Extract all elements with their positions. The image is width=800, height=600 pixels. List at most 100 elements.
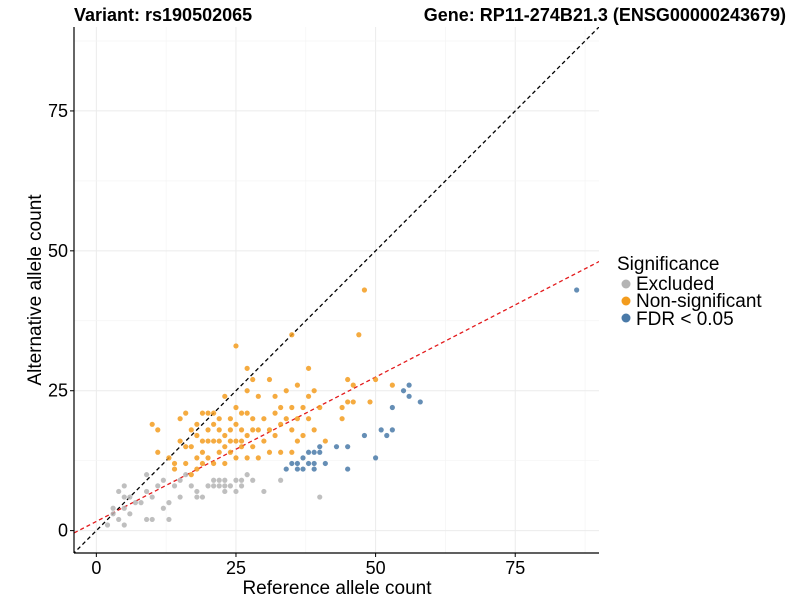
point-excluded bbox=[149, 516, 155, 523]
point-non-significant bbox=[361, 287, 368, 293]
point-non-significant bbox=[238, 427, 245, 433]
point-non-significant bbox=[283, 388, 289, 394]
point-excluded bbox=[155, 483, 161, 489]
point-excluded bbox=[121, 522, 127, 528]
point-non-significant bbox=[205, 455, 211, 461]
point-non-significant bbox=[255, 455, 261, 461]
point-fdr-0-05 bbox=[389, 427, 395, 433]
point-excluded bbox=[216, 477, 222, 483]
point-non-significant bbox=[155, 427, 161, 433]
point-fdr-0-05 bbox=[384, 432, 390, 439]
point-non-significant bbox=[211, 460, 217, 467]
point-excluded bbox=[222, 477, 228, 483]
point-non-significant bbox=[171, 460, 178, 467]
point-non-significant bbox=[300, 432, 306, 439]
point-non-significant bbox=[339, 404, 345, 411]
point-excluded bbox=[222, 483, 228, 489]
point-excluded bbox=[233, 488, 239, 495]
point-excluded bbox=[177, 477, 183, 483]
point-fdr-0-05 bbox=[289, 460, 295, 467]
point-non-significant bbox=[278, 421, 284, 427]
point-non-significant bbox=[183, 444, 189, 450]
point-non-significant bbox=[372, 376, 379, 383]
point-fdr-0-05 bbox=[574, 287, 580, 293]
point-excluded bbox=[205, 483, 211, 489]
chart-title-variant: Variant: rs190502065 bbox=[74, 5, 252, 25]
identity-line bbox=[74, 27, 599, 553]
y-tick-label: 75 bbox=[48, 101, 68, 121]
point-fdr-0-05 bbox=[345, 444, 351, 450]
point-fdr-0-05 bbox=[311, 466, 317, 472]
point-excluded bbox=[144, 516, 150, 523]
point-non-significant bbox=[188, 444, 194, 450]
point-non-significant bbox=[300, 404, 306, 411]
point-non-significant bbox=[272, 410, 278, 416]
point-non-significant bbox=[216, 416, 222, 422]
legend-label-fdr: FDR < 0.05 bbox=[636, 309, 734, 330]
point-non-significant bbox=[255, 427, 261, 433]
point-non-significant bbox=[155, 449, 161, 455]
point-excluded bbox=[127, 511, 133, 517]
point-non-significant bbox=[294, 438, 301, 444]
point-excluded bbox=[177, 494, 183, 500]
point-excluded bbox=[261, 488, 267, 495]
point-non-significant bbox=[233, 455, 239, 461]
point-non-significant bbox=[250, 416, 256, 422]
x-tick-label: 75 bbox=[505, 558, 525, 578]
point-non-significant bbox=[261, 438, 267, 444]
point-excluded bbox=[116, 516, 122, 523]
x-tick-label: 0 bbox=[91, 558, 101, 578]
x-axis-ticks: 0 25 50 75 bbox=[91, 553, 525, 578]
point-non-significant bbox=[233, 343, 239, 349]
point-fdr-0-05 bbox=[361, 432, 368, 439]
grid bbox=[74, 27, 599, 553]
point-excluded bbox=[110, 511, 116, 517]
legend-title: Significance bbox=[617, 254, 719, 275]
point-non-significant bbox=[294, 416, 301, 422]
point-non-significant bbox=[227, 416, 233, 422]
point-excluded bbox=[104, 522, 111, 528]
point-non-significant bbox=[283, 416, 289, 422]
point-fdr-0-05 bbox=[345, 466, 351, 472]
point-excluded bbox=[194, 488, 200, 495]
point-non-significant bbox=[317, 404, 323, 411]
point-non-significant bbox=[211, 410, 217, 416]
point-excluded bbox=[222, 488, 228, 495]
point-excluded bbox=[216, 483, 222, 489]
point-non-significant bbox=[272, 432, 278, 439]
point-non-significant bbox=[194, 421, 200, 427]
point-non-significant bbox=[356, 332, 362, 338]
point-excluded bbox=[110, 505, 116, 511]
point-non-significant bbox=[216, 438, 222, 444]
point-fdr-0-05 bbox=[294, 460, 301, 467]
point-non-significant bbox=[216, 427, 222, 433]
point-fdr-0-05 bbox=[305, 460, 312, 467]
point-non-significant bbox=[183, 410, 189, 416]
point-excluded bbox=[238, 477, 245, 483]
y-tick-label: 25 bbox=[48, 381, 68, 401]
point-excluded bbox=[132, 500, 139, 506]
point-excluded bbox=[144, 488, 150, 495]
point-fdr-0-05 bbox=[294, 466, 301, 472]
point-excluded bbox=[227, 483, 233, 489]
point-excluded bbox=[166, 516, 172, 523]
point-excluded bbox=[278, 477, 284, 483]
point-non-significant bbox=[261, 416, 267, 422]
legend-key-excluded bbox=[621, 279, 631, 289]
chart-title-gene: Gene: RP11-274B21.3 (ENSG00000243679) bbox=[424, 5, 786, 25]
point-excluded bbox=[160, 477, 166, 483]
point-non-significant bbox=[350, 399, 356, 405]
point-excluded bbox=[199, 494, 206, 500]
point-non-significant bbox=[205, 438, 211, 444]
point-excluded bbox=[183, 472, 189, 478]
point-non-significant bbox=[233, 421, 239, 427]
point-non-significant bbox=[194, 466, 200, 472]
point-non-significant bbox=[305, 393, 312, 399]
point-fdr-0-05 bbox=[378, 427, 384, 433]
y-tick-label: 50 bbox=[48, 241, 68, 261]
point-excluded bbox=[171, 483, 178, 489]
point-non-significant bbox=[171, 466, 178, 472]
point-non-significant bbox=[339, 416, 345, 422]
legend: Significance Excluded Non-significant FD… bbox=[617, 254, 762, 330]
point-non-significant bbox=[222, 444, 228, 450]
